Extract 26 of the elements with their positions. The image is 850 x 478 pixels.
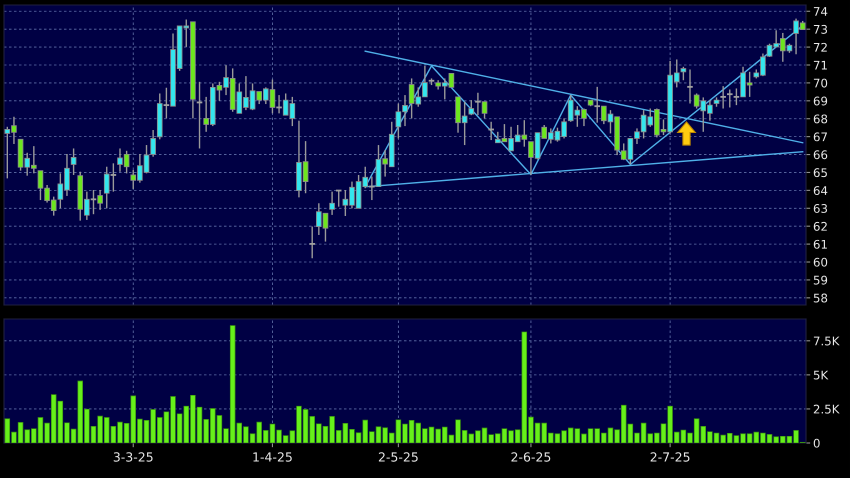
y-tick-label: 65 [814, 168, 827, 178]
y-tick-label: 58 [814, 294, 828, 302]
y-tick-label: 71 [814, 60, 827, 70]
x-tick-label: 1-4-25 [253, 452, 292, 462]
y-tick-label: 67 [814, 132, 827, 142]
x-tick-label: 2-6-25 [511, 452, 550, 462]
y-tick-label: 66 [814, 150, 828, 160]
y-tick-label: 63 [814, 204, 828, 213]
x-tick-label: 3-3-25 [114, 452, 153, 462]
y-tick-label: 68 [814, 114, 828, 124]
x-tick-label: 2-7-25 [650, 452, 690, 462]
y-tick-label: 60 [814, 258, 828, 267]
y-tick-label: 0 [814, 438, 820, 448]
y-tick-label: 70 [814, 78, 828, 88]
y-tick-label: 73 [814, 24, 828, 34]
y-tick-label: 69 [814, 96, 828, 106]
y-tick-label: 61 [814, 240, 827, 249]
y-tick-label: 7.5K [814, 336, 840, 346]
y-tick-label: 5K [814, 370, 828, 380]
y-tick-label: 74 [814, 7, 828, 16]
y-tick-label: 72 [814, 42, 827, 52]
x-tick-label: 2-5-25 [378, 452, 418, 462]
y-tick-label: 62 [814, 222, 827, 231]
y-tick-label: 2.5K [814, 404, 840, 414]
y-tick-label: 59 [814, 276, 828, 285]
y-tick-label: 64 [814, 186, 828, 196]
